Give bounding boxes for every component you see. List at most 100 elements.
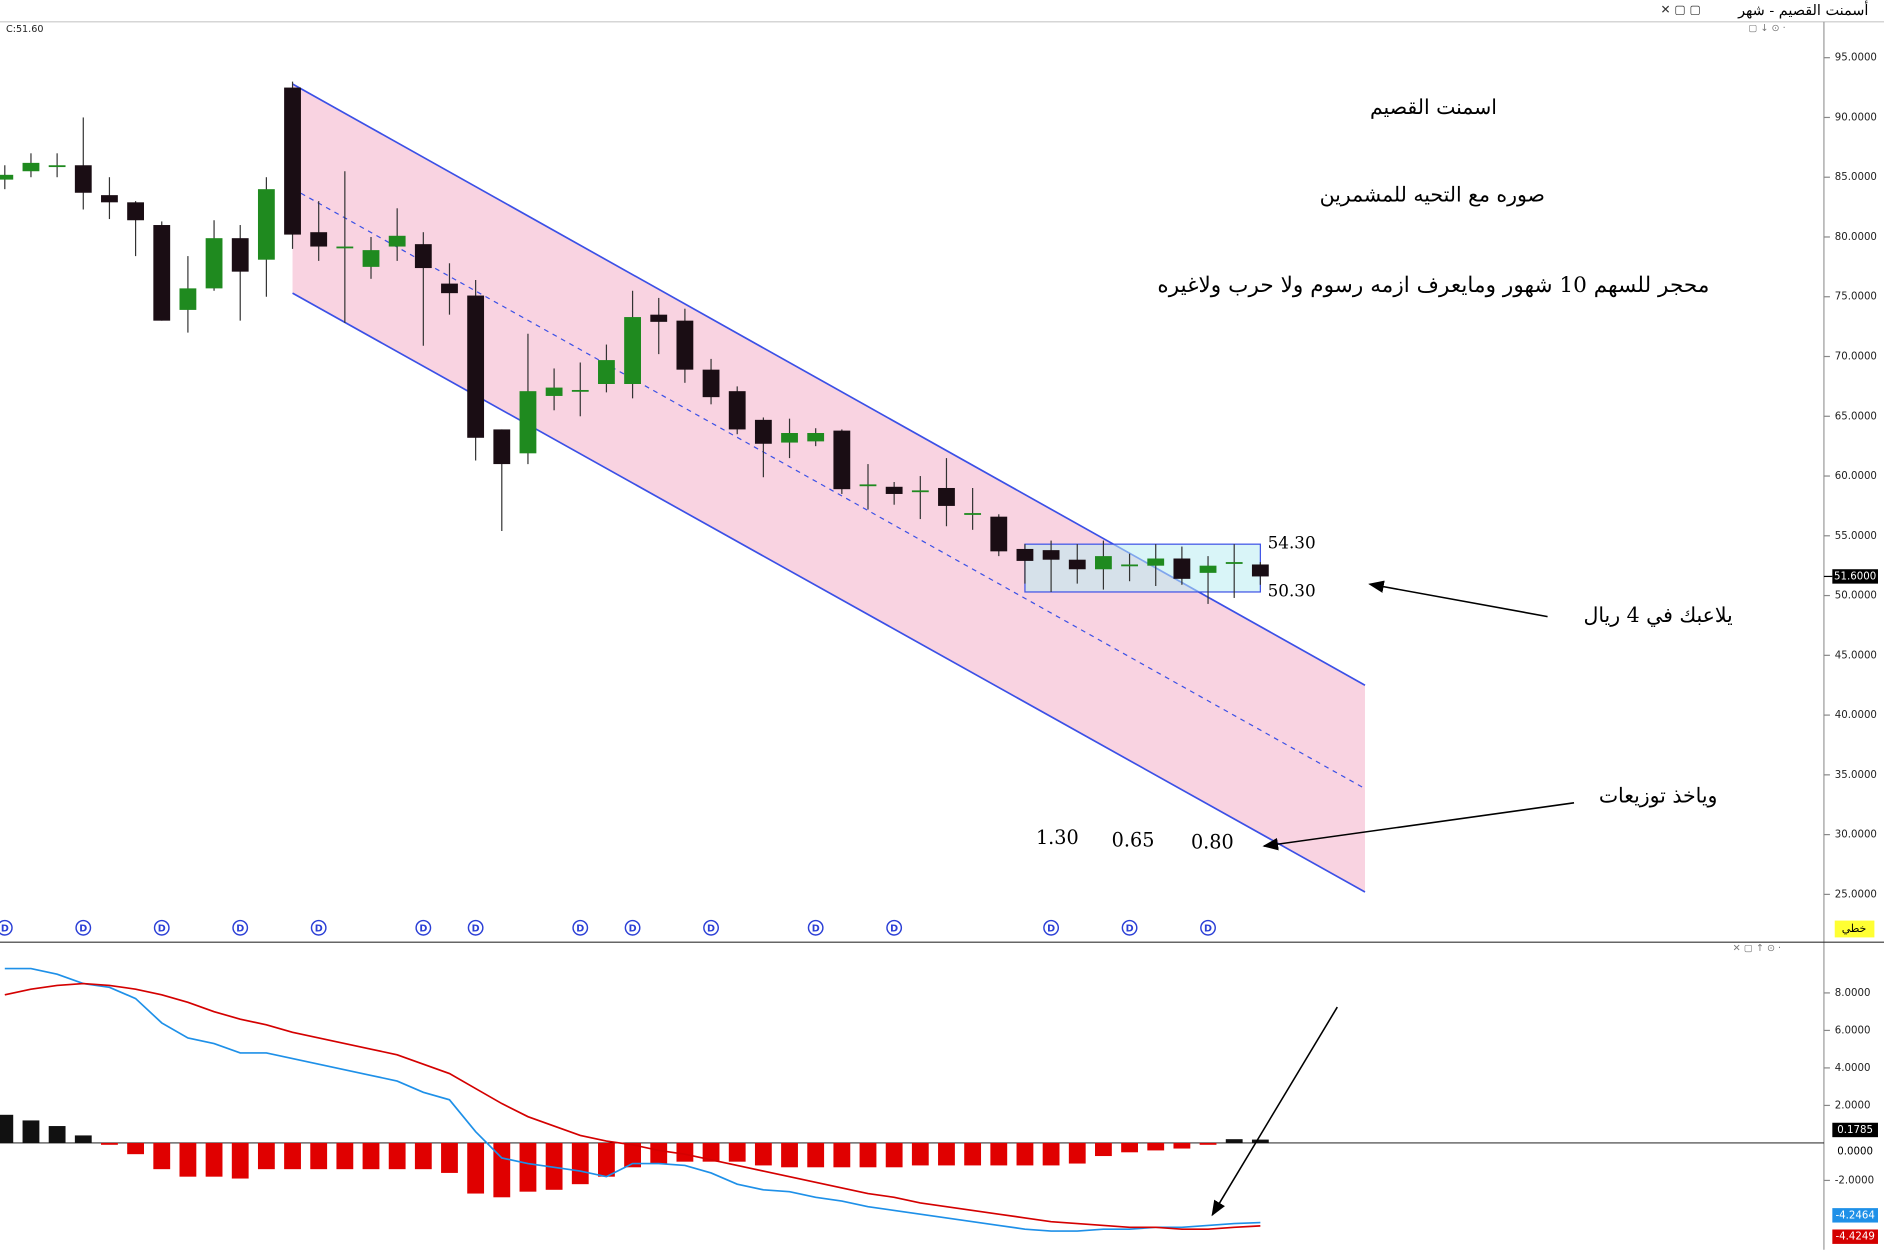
dividend-marker — [1043, 919, 1060, 936]
dividend-marker-label: D — [1, 923, 9, 934]
range-box — [1024, 543, 1261, 593]
histogram-bar — [676, 1142, 694, 1162]
candle-body — [676, 320, 694, 370]
candle-body — [702, 369, 720, 398]
y-tick-label: 40.0000 — [1835, 710, 1877, 721]
dividend-marker-label: D — [1047, 923, 1055, 934]
y-tick-label: 70.0000 — [1835, 352, 1877, 363]
range-low-label: 50.30 — [1268, 580, 1316, 600]
channel-upper — [292, 83, 1366, 686]
candle-body — [22, 162, 40, 172]
histogram-bar — [859, 1142, 877, 1168]
y-tick-label: 35.0000 — [1835, 770, 1877, 781]
histogram-bar — [127, 1142, 145, 1155]
y-tick-label: 4.0000 — [1835, 1063, 1871, 1074]
histogram-bar — [310, 1142, 328, 1170]
dividend-marker — [1121, 919, 1138, 936]
y-tick-label: 50.0000 — [1835, 591, 1877, 602]
histogram-bar — [1095, 1142, 1112, 1157]
candle-body — [964, 513, 982, 515]
histogram-bar — [101, 1142, 118, 1145]
dividend-marker-label: D — [707, 923, 715, 934]
series-last-label-bg — [1832, 1208, 1878, 1223]
candle-body — [231, 238, 249, 272]
histogram-bar — [1251, 1139, 1269, 1143]
candle-body — [205, 238, 223, 289]
dividend-marker — [232, 919, 249, 936]
candle-body — [74, 165, 92, 193]
y-tick-label: 2.0000 — [1835, 1100, 1871, 1111]
candle-body — [781, 433, 798, 443]
candle-body — [1068, 559, 1086, 570]
histogram-bar — [1225, 1139, 1243, 1143]
candle-body — [1016, 548, 1034, 561]
candle-body — [414, 244, 432, 269]
series-last-label: -4.4249 — [1835, 1232, 1874, 1243]
histogram-bar — [1173, 1142, 1191, 1149]
candle-body — [467, 295, 485, 438]
candle-body — [127, 202, 145, 221]
histogram-bar — [179, 1142, 197, 1177]
dividend-marker — [886, 919, 903, 936]
histogram-bar — [284, 1142, 301, 1170]
dividend-marker-label: D — [236, 923, 244, 934]
histogram-last-label: 0.1785 — [1837, 1125, 1873, 1136]
dividend-marker — [415, 919, 432, 936]
y-tick-label: 30.0000 — [1835, 830, 1877, 841]
dividend-value: 1.30 — [1036, 826, 1079, 849]
histogram-bar — [519, 1142, 537, 1192]
candle-body — [911, 490, 929, 493]
histogram-bar — [885, 1142, 903, 1168]
histogram-bar — [493, 1142, 511, 1198]
dividend-marker — [467, 919, 484, 936]
candle-body — [362, 250, 380, 267]
candle-body — [545, 387, 563, 396]
histogram-bar — [807, 1142, 825, 1168]
histogram-bar — [990, 1142, 1008, 1166]
mode-badge[interactable] — [1834, 920, 1875, 938]
dividend-value: 0.80 — [1191, 831, 1234, 854]
candle-body — [0, 174, 14, 180]
candle-body — [48, 165, 66, 168]
y-tick-label: 75.0000 — [1835, 292, 1877, 303]
macd-line — [4, 967, 1261, 1232]
y-tick-label: 60.0000 — [1835, 471, 1877, 482]
histogram-bar — [48, 1126, 66, 1143]
candle-body — [728, 391, 746, 430]
arrow — [1368, 580, 1548, 618]
histogram-bar — [702, 1142, 720, 1162]
window-controls[interactable]: ✕ ▢ ▢ — [1661, 2, 1701, 16]
histogram-bar — [467, 1142, 485, 1194]
candle-body — [101, 195, 118, 203]
panel-controls[interactable]: ▢ ↓ ⊙ · — [1748, 23, 1785, 34]
candle-body — [859, 484, 877, 487]
candle-body — [571, 389, 589, 392]
panel-controls[interactable]: ✕ ▢ ↑ ⊙ · — [1733, 943, 1782, 954]
dividend-marker-label: D — [315, 923, 323, 934]
candle-body — [519, 391, 537, 454]
window-title: أسمنت القصيم - شهر — [1737, 0, 1868, 19]
dividend-marker-label: D — [812, 923, 820, 934]
series-last-label-bg — [1832, 1229, 1878, 1244]
annotation: صوره مع التحيه للمشمرين — [1320, 183, 1545, 207]
histogram-bar — [1121, 1142, 1138, 1153]
annotation: محجر للسهم 10 شهور ومايعرف ازمه رسوم ولا… — [1157, 273, 1709, 298]
mode-label[interactable]: خطي — [1842, 922, 1867, 935]
y-tick-label: 8.0000 — [1835, 988, 1871, 999]
candle-body — [833, 430, 851, 490]
candle-body — [388, 235, 406, 247]
candle-body — [1121, 564, 1138, 567]
candle-body — [336, 246, 354, 249]
dividend-marker — [624, 919, 641, 936]
candle-body — [807, 433, 825, 442]
y-tick-label: 25.0000 — [1835, 889, 1877, 900]
histogram-bar — [1016, 1142, 1034, 1166]
candle-body — [257, 189, 275, 260]
y-tick-label: 80.0000 — [1835, 232, 1877, 243]
histogram-bar — [231, 1142, 249, 1179]
histogram-bar — [257, 1142, 275, 1170]
zero-label-bg — [1832, 1144, 1878, 1159]
candle-body — [179, 288, 197, 310]
histogram-bar — [624, 1142, 641, 1168]
